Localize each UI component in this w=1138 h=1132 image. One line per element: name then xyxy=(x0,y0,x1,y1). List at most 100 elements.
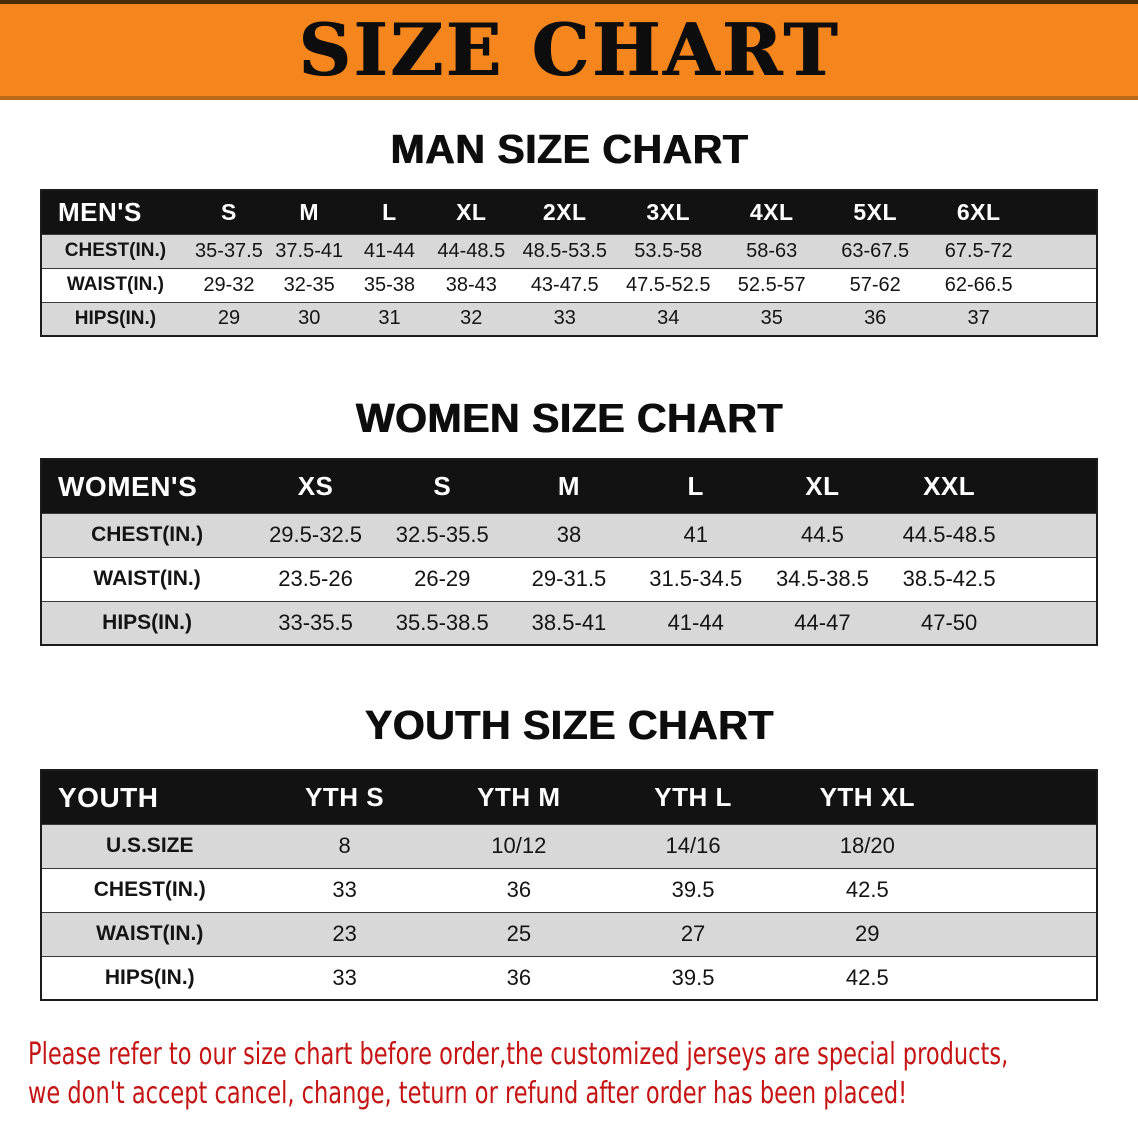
spacer-cell xyxy=(954,770,1097,825)
measurement-value xyxy=(1030,301,1097,337)
measurement-value: 27 xyxy=(605,911,781,957)
measurement-value: 39.5 xyxy=(605,867,781,913)
measurement-value: 18/20 xyxy=(780,823,955,869)
table-row: CHEST(IN.) 33 36 39.5 42.5 xyxy=(41,867,1097,913)
measurement-value: 41-44 xyxy=(349,233,430,269)
measurement-value: 30 xyxy=(269,301,350,337)
size-column-header: 6XL xyxy=(926,190,1031,235)
measurement-value: 67.5-72 xyxy=(926,233,1031,269)
youth-size-chart-section: YOUTH SIZE CHART YOUTH YTH S YTH M YTH L YTH … xyxy=(0,702,1138,1002)
measurement-value: 42.5 xyxy=(780,955,955,1001)
measurement-value: 36 xyxy=(823,301,927,337)
measurement-value: 31.5-34.5 xyxy=(632,556,760,602)
measurement-label: CHEST(IN.) xyxy=(41,512,253,558)
measurement-label: CHEST(IN.) xyxy=(41,867,258,913)
group-label: YOUTH xyxy=(41,770,258,825)
women-chart-heading: WOMEN SIZE CHART xyxy=(355,395,783,442)
size-column-header: 4XL xyxy=(719,190,824,235)
size-column-header: M xyxy=(505,459,633,514)
measurement-value: 57-62 xyxy=(823,267,927,303)
measurement-value: 48.5-53.5 xyxy=(513,233,617,269)
header-row: MEN'S S M L XL 2XL 3XL 4XL 5XL 6XL xyxy=(41,190,1097,235)
measurement-value: 32 xyxy=(429,301,513,337)
measurement-value: 33-35.5 xyxy=(252,600,379,646)
size-column-header: XL xyxy=(429,190,513,235)
measurement-value: 33 xyxy=(257,867,432,913)
table-row: WAIST(IN.) 23 25 27 29 xyxy=(41,911,1097,957)
size-column-header: YTH M xyxy=(431,770,606,825)
measurement-value: 37 xyxy=(926,301,1031,337)
group-label: MEN'S xyxy=(41,190,189,235)
measurement-value: 38 xyxy=(505,512,633,558)
measurement-label: HIPS(IN.) xyxy=(41,955,258,1001)
women-size-chart-section: WOMEN SIZE CHART WOMEN'S XS S M L XL XXL CHEST(I… xyxy=(0,395,1138,647)
size-column-header: XL xyxy=(759,459,886,514)
measurement-value xyxy=(1012,556,1097,602)
measurement-value: 32.5-35.5 xyxy=(378,512,506,558)
charts-container: MAN SIZE CHART MEN'S S M L XL 2XL 3XL 4XL 5XL 6XL C… xyxy=(0,126,1138,1002)
men-size-chart-section: MAN SIZE CHART MEN'S S M L XL 2XL 3XL 4XL 5XL 6XL C… xyxy=(0,126,1138,338)
measurement-value: 34.5-38.5 xyxy=(759,556,886,602)
measurement-value: 52.5-57 xyxy=(719,267,824,303)
measurement-value: 41-44 xyxy=(632,600,760,646)
size-column-header: 3XL xyxy=(616,190,720,235)
measurement-value: 29.5-32.5 xyxy=(252,512,379,558)
size-column-header: YTH XL xyxy=(780,770,955,825)
size-column-header: YTH L xyxy=(605,770,781,825)
youth-size-table: YOUTH YTH S YTH M YTH L YTH XL U.S.SIZE 8 10/12… xyxy=(40,769,1098,1002)
measurement-value: 29 xyxy=(780,911,955,957)
measurement-value: 47.5-52.5 xyxy=(616,267,720,303)
measurement-value: 29 xyxy=(188,301,270,337)
disclaimer-line-2: we don't accept cancel, change, teturn o… xyxy=(28,1076,908,1112)
page-title: SIZE CHART xyxy=(298,7,840,92)
disclaimer-line-1: Please refer to our size chart before or… xyxy=(28,1037,1009,1073)
table-row: U.S.SIZE 8 10/12 14/16 18/20 xyxy=(41,823,1097,869)
size-column-header: M xyxy=(269,190,350,235)
size-column-header: L xyxy=(632,459,760,514)
size-column-header: XXL xyxy=(885,459,1013,514)
measurement-value: 36 xyxy=(431,867,606,913)
measurement-value: 8 xyxy=(257,823,432,869)
header-row: WOMEN'S XS S M L XL XXL xyxy=(41,459,1097,514)
table-row: CHEST(IN.) 29.5-32.5 32.5-35.5 38 41 44.5 44.5… xyxy=(41,512,1097,558)
table-row: HIPS(IN.) 33-35.5 35.5-38.5 38.5-41 41-44 44-… xyxy=(41,600,1097,646)
measurement-value: 35-38 xyxy=(349,267,430,303)
measurement-label: U.S.SIZE xyxy=(41,823,258,869)
size-column-header: 5XL xyxy=(823,190,927,235)
measurement-value: 34 xyxy=(616,301,720,337)
measurement-value: 44.5-48.5 xyxy=(885,512,1013,558)
measurement-value: 14/16 xyxy=(605,823,781,869)
measurement-value: 29-32 xyxy=(188,267,270,303)
measurement-value xyxy=(954,955,1097,1001)
measurement-value: 42.5 xyxy=(780,867,955,913)
size-column-header: YTH S xyxy=(257,770,432,825)
measurement-value xyxy=(1012,600,1097,646)
table-row: HIPS(IN.) 33 36 39.5 42.5 xyxy=(41,955,1097,1001)
measurement-value: 53.5-58 xyxy=(616,233,720,269)
measurement-value: 38-43 xyxy=(429,267,513,303)
measurement-value: 33 xyxy=(513,301,617,337)
table-row: WAIST(IN.) 29-32 32-35 35-38 38-43 43-47.5 47.… xyxy=(41,267,1097,303)
measurement-value xyxy=(954,867,1097,913)
disclaimer: Please refer to our size chart before or… xyxy=(0,1035,1138,1113)
measurement-value xyxy=(1030,267,1097,303)
measurement-value: 62-66.5 xyxy=(926,267,1031,303)
spacer-cell xyxy=(1030,190,1097,235)
measurement-value: 36 xyxy=(431,955,606,1001)
measurement-value: 39.5 xyxy=(605,955,781,1001)
table-row: WAIST(IN.) 23.5-26 26-29 29-31.5 31.5-34.5 34… xyxy=(41,556,1097,602)
measurement-label: WAIST(IN.) xyxy=(41,267,189,303)
measurement-value: 63-67.5 xyxy=(823,233,927,269)
measurement-value: 38.5-42.5 xyxy=(885,556,1013,602)
measurement-value: 33 xyxy=(257,955,432,1001)
spacer-cell xyxy=(1012,459,1097,514)
measurement-value: 23 xyxy=(257,911,432,957)
men-chart-heading: MAN SIZE CHART xyxy=(390,126,748,172)
measurement-value: 37.5-41 xyxy=(269,233,350,269)
measurement-value: 44-48.5 xyxy=(429,233,513,269)
size-column-header: 2XL xyxy=(513,190,617,235)
youth-chart-heading: YOUTH SIZE CHART xyxy=(364,702,774,749)
size-column-header: L xyxy=(349,190,430,235)
measurement-value: 38.5-41 xyxy=(505,600,633,646)
